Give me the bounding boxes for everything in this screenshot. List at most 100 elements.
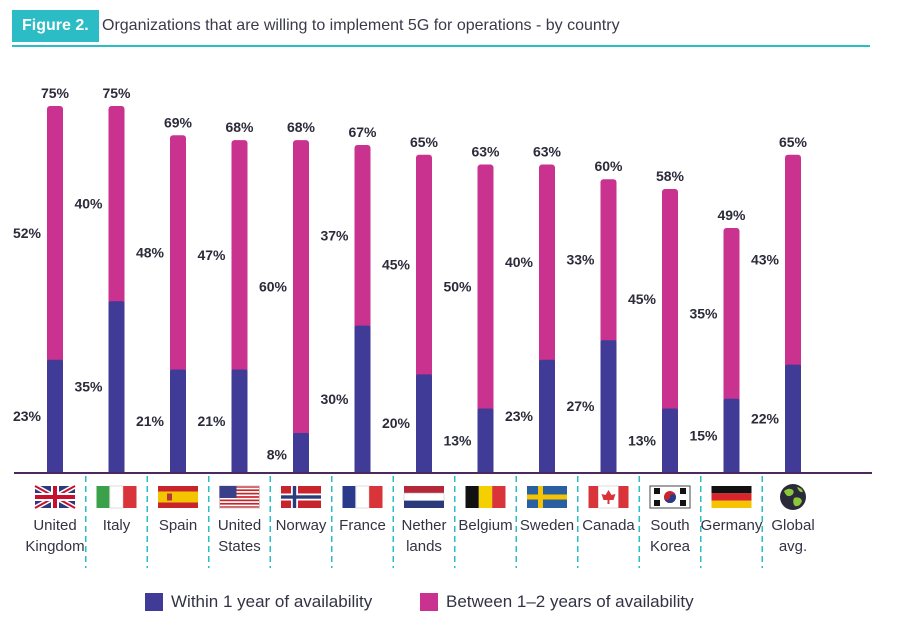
spain-flag-icon xyxy=(158,486,198,508)
figure-tag: Figure 2. xyxy=(12,10,99,42)
trigram xyxy=(654,488,660,494)
south-korea-flag-icon xyxy=(649,485,691,509)
bar-within xyxy=(600,340,617,472)
bar-between xyxy=(785,154,801,371)
flag-emblem xyxy=(167,493,172,501)
flag-stripe xyxy=(219,492,260,495)
category-label: Nether xyxy=(401,517,446,534)
bar-within-base xyxy=(354,469,371,472)
between-value-label: 60% xyxy=(259,279,288,295)
category-label: Global xyxy=(771,517,814,534)
bar-between xyxy=(600,179,617,347)
bar-within-base xyxy=(600,469,617,472)
category-label: Germany xyxy=(701,517,763,534)
category-label: Italy xyxy=(103,517,131,534)
legend-item-within: Within 1 year of availability xyxy=(145,590,372,614)
france-flag-icon xyxy=(342,485,383,509)
bar-within xyxy=(170,369,186,472)
flag-stripe xyxy=(123,486,137,508)
between-value-label: 45% xyxy=(628,291,657,307)
flag-stripe xyxy=(342,486,356,508)
total-label: 68% xyxy=(225,119,254,135)
bar-between xyxy=(662,188,678,415)
flag-stripe xyxy=(492,486,506,508)
flag-stripe xyxy=(96,486,110,508)
bar-within-base xyxy=(293,469,309,472)
netherlands-flag-icon xyxy=(403,486,445,508)
category-label: France xyxy=(339,517,386,534)
within-value-label: 23% xyxy=(505,408,534,424)
category-label: lands xyxy=(406,538,442,555)
within-value-label: 30% xyxy=(320,391,349,407)
flag-stripe xyxy=(109,485,124,509)
flag-stripe xyxy=(158,491,198,503)
trigram xyxy=(680,500,686,506)
flag-stripe xyxy=(618,486,629,508)
total-label: 49% xyxy=(717,207,746,223)
flag-cross xyxy=(527,494,567,500)
total-label: 60% xyxy=(594,158,623,174)
flag-stripe xyxy=(711,493,752,501)
bar-within xyxy=(723,398,740,472)
flag-stripe xyxy=(219,486,260,488)
bar-between xyxy=(539,164,555,366)
legend-label-between: Between 1–2 years of availability xyxy=(446,592,694,611)
flag-stripe xyxy=(219,496,260,498)
within-value-label: 8% xyxy=(267,446,288,462)
globe-land xyxy=(797,487,803,493)
between-value-label: 48% xyxy=(136,244,165,260)
bar-between xyxy=(416,154,432,381)
flag-stripe xyxy=(369,486,383,508)
bar-within-base xyxy=(477,469,494,472)
flag-canton xyxy=(219,486,237,498)
bar-between xyxy=(293,140,309,439)
total-label: 67% xyxy=(348,124,377,140)
category-label: United xyxy=(33,517,76,534)
globe-land xyxy=(793,497,802,507)
category-label: Sweden xyxy=(520,517,574,534)
maple-leaf xyxy=(601,490,616,504)
us-flag-icon xyxy=(219,485,260,509)
within-value-label: 35% xyxy=(74,379,103,395)
bar-between xyxy=(354,145,371,332)
flag-stripe xyxy=(404,486,444,494)
total-label: 63% xyxy=(471,144,500,160)
bar-within xyxy=(47,359,63,472)
legend-label-within: Within 1 year of availability xyxy=(171,592,373,611)
category-label: Canada xyxy=(582,517,635,534)
between-value-label: 37% xyxy=(320,227,349,243)
category-label: Kingdom xyxy=(25,538,84,555)
title-rule xyxy=(12,45,870,47)
within-value-label: 20% xyxy=(382,415,411,431)
bar-within xyxy=(293,432,309,472)
between-value-label: 35% xyxy=(689,305,718,321)
flag-stripe xyxy=(403,492,445,502)
bar-within-base xyxy=(785,469,801,472)
bar-within xyxy=(662,408,678,472)
legend-swatch-within xyxy=(145,593,163,611)
within-value-label: 23% xyxy=(13,408,42,424)
within-value-label: 21% xyxy=(136,413,165,429)
flag-stripe xyxy=(588,486,599,508)
within-value-label: 13% xyxy=(628,432,657,448)
bar-within-base xyxy=(170,469,186,472)
total-label: 69% xyxy=(164,114,193,130)
bar-within xyxy=(108,301,125,472)
bar-between xyxy=(231,140,248,376)
globe-ocean xyxy=(780,484,806,510)
bar-within xyxy=(231,369,248,472)
trigram xyxy=(654,500,660,506)
total-label: 65% xyxy=(410,134,439,150)
uk-flag-icon xyxy=(33,483,77,511)
within-value-label: 21% xyxy=(197,413,226,429)
between-value-label: 40% xyxy=(505,254,534,270)
bar-between xyxy=(723,228,740,405)
italy-flag-icon xyxy=(96,485,137,509)
category-label: States xyxy=(218,538,261,555)
taegeuk-blue xyxy=(664,494,676,503)
bar-within-base xyxy=(231,469,248,472)
total-label: 75% xyxy=(102,85,131,101)
bar-between xyxy=(47,106,63,366)
category-label: Spain xyxy=(159,517,197,534)
between-value-label: 43% xyxy=(751,252,780,268)
